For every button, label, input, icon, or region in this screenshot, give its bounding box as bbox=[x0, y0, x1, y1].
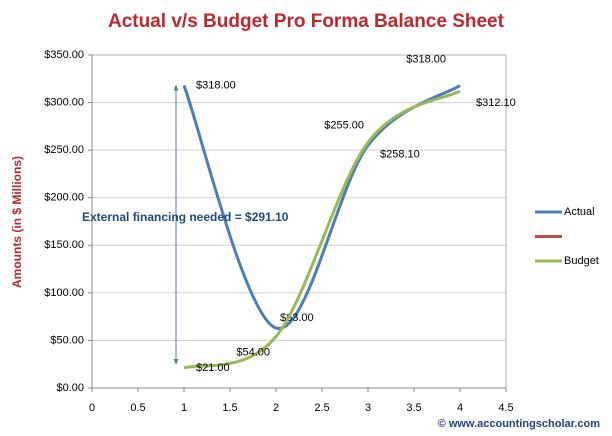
data-label: $312.10 bbox=[476, 97, 516, 109]
y-tick-label: $0.00 bbox=[56, 382, 84, 394]
annotation: External financing needed = $291.10 bbox=[82, 210, 289, 224]
x-tick-label: 1 bbox=[181, 402, 187, 414]
data-label: $54.00 bbox=[236, 347, 270, 359]
footer: © www.accountingscholar.com bbox=[438, 418, 601, 430]
x-tick-label: 0.5 bbox=[130, 402, 145, 414]
x-tick-label: 2 bbox=[273, 402, 279, 414]
y-tick-label: $50.00 bbox=[50, 334, 84, 346]
data-label: $255.00 bbox=[324, 119, 364, 131]
x-tick-label: 1.5 bbox=[222, 402, 237, 414]
x-tick-label: 4.5 bbox=[498, 402, 513, 414]
x-tick-label: 2.5 bbox=[314, 402, 329, 414]
y-tick-label: $100.00 bbox=[44, 287, 84, 299]
series-line bbox=[183, 89, 461, 370]
x-tick-label: 0 bbox=[89, 402, 95, 414]
legend-label: Actual bbox=[564, 206, 595, 218]
series-line bbox=[182, 84, 461, 330]
x-tick-label: 3 bbox=[365, 402, 371, 414]
legend-label: Budget bbox=[564, 255, 599, 267]
data-label: $21.00 bbox=[196, 362, 230, 374]
y-tick-label: $350.00 bbox=[44, 49, 84, 61]
data-label: $318.00 bbox=[406, 53, 446, 65]
x-tick-label: 4 bbox=[457, 402, 463, 414]
chart-title: Actual v/s Budget Pro Forma Balance Shee… bbox=[108, 11, 505, 32]
data-label: $258.10 bbox=[380, 148, 420, 160]
y-tick-label: $200.00 bbox=[44, 192, 84, 204]
y-axis-label: Amounts (in $ Millions) bbox=[10, 156, 24, 288]
x-tick-label: 3.5 bbox=[406, 402, 421, 414]
y-tick-label: $250.00 bbox=[44, 144, 84, 156]
y-tick-label: $300.00 bbox=[44, 96, 84, 108]
data-label: $318.00 bbox=[196, 79, 236, 91]
y-tick-label: $150.00 bbox=[44, 239, 84, 251]
